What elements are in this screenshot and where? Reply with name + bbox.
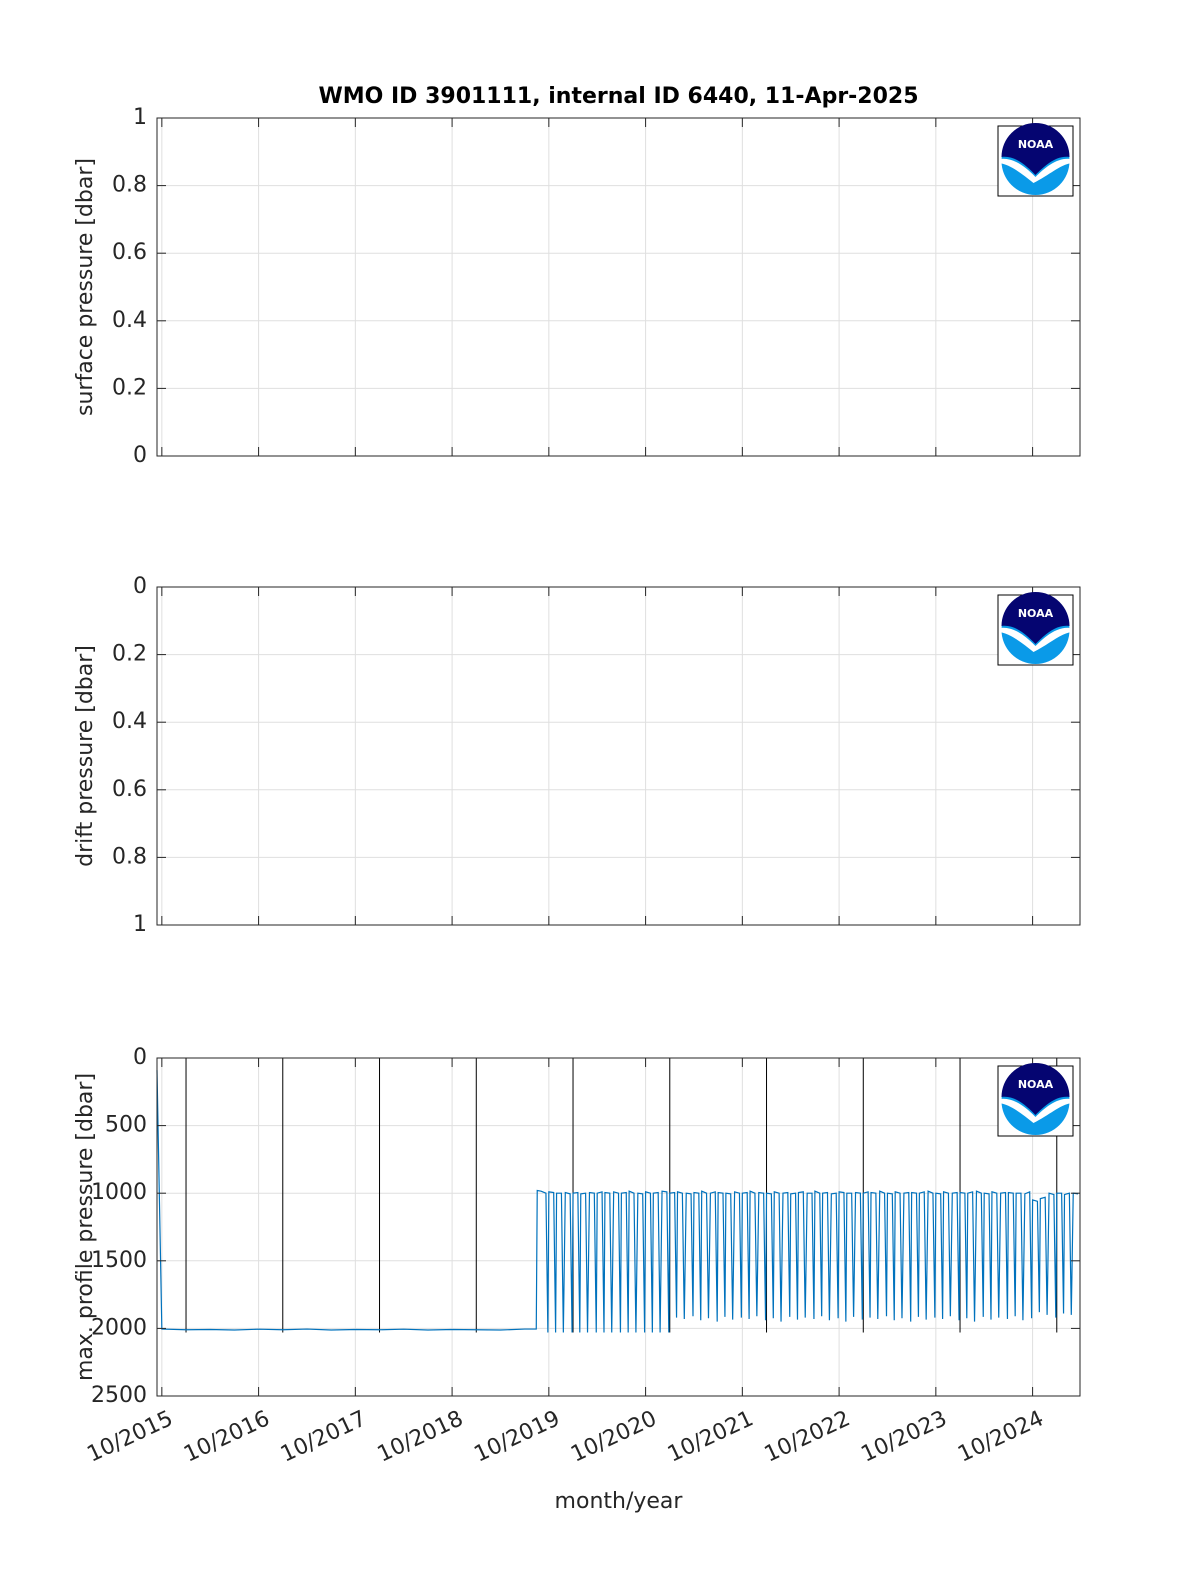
logo-text: NOAA <box>1018 607 1054 620</box>
x-tick-label: 10/2024 <box>954 1406 1047 1467</box>
x-tick-label: 10/2021 <box>664 1406 757 1467</box>
plot-area <box>157 118 1080 456</box>
logo-text: NOAA <box>1018 138 1054 151</box>
logo-gull <box>999 627 1072 652</box>
x-tick-label: 10/2020 <box>567 1406 660 1467</box>
y-tick-label: 0 <box>133 574 147 599</box>
logo-sky <box>1001 592 1070 644</box>
logo-sky <box>1001 1063 1070 1115</box>
y-tick-label: 1 <box>133 912 147 937</box>
y-tick-label: 0 <box>133 443 147 468</box>
y-tick-label: 0.8 <box>112 844 147 869</box>
logo-gull <box>999 1098 1072 1123</box>
y-tick-label: 0.6 <box>112 240 147 265</box>
x-tick-label: 10/2023 <box>858 1406 951 1467</box>
x-tick-label: 10/2022 <box>761 1406 854 1467</box>
y-tick-label: 2500 <box>91 1383 147 1408</box>
axes-box <box>156 1057 1081 1397</box>
x-tick-label: 10/2015 <box>84 1406 177 1467</box>
y-tick-label: 0.2 <box>112 642 147 667</box>
y-tick-label: 0.6 <box>112 777 147 802</box>
noaa-logo: NOAA <box>997 1063 1074 1137</box>
chart-title: WMO ID 3901111, internal ID 6440, 11-Apr… <box>318 84 918 109</box>
plot-area <box>157 587 1080 925</box>
logo-text: NOAA <box>1018 1078 1054 1091</box>
x-tick-label: 10/2018 <box>374 1406 467 1467</box>
logo-gull <box>999 158 1072 183</box>
y-tick-label: 1000 <box>91 1180 147 1205</box>
y-tick-label: 500 <box>105 1113 147 1138</box>
y-tick-label: 0.4 <box>112 308 147 333</box>
axes-box <box>156 117 1081 457</box>
x-tick-label: 10/2017 <box>277 1406 370 1467</box>
logo-sky <box>1001 123 1070 175</box>
x-axis-label: month/year <box>555 1489 684 1514</box>
y-tick-label: 0.4 <box>112 709 147 734</box>
y-tick-label: 0 <box>133 1045 147 1070</box>
y-tick-label: 0.8 <box>112 173 147 198</box>
y-axis-label: max. profile pressure [dbar] <box>73 1073 98 1381</box>
data-line <box>156 1070 1079 1333</box>
y-tick-label: 1500 <box>91 1248 147 1273</box>
y-axis-label: surface pressure [dbar] <box>73 158 98 416</box>
noaa-logo: NOAA <box>997 123 1074 197</box>
x-tick-label: 10/2019 <box>471 1406 564 1467</box>
y-axis-label: drift pressure [dbar] <box>73 645 98 867</box>
y-tick-label: 1 <box>133 105 147 130</box>
y-tick-label: 0.2 <box>112 375 147 400</box>
y-tick-label: 2000 <box>91 1315 147 1340</box>
x-tick-label: 10/2016 <box>180 1406 273 1467</box>
noaa-logo: NOAA <box>997 592 1074 666</box>
axes-box <box>156 586 1081 926</box>
